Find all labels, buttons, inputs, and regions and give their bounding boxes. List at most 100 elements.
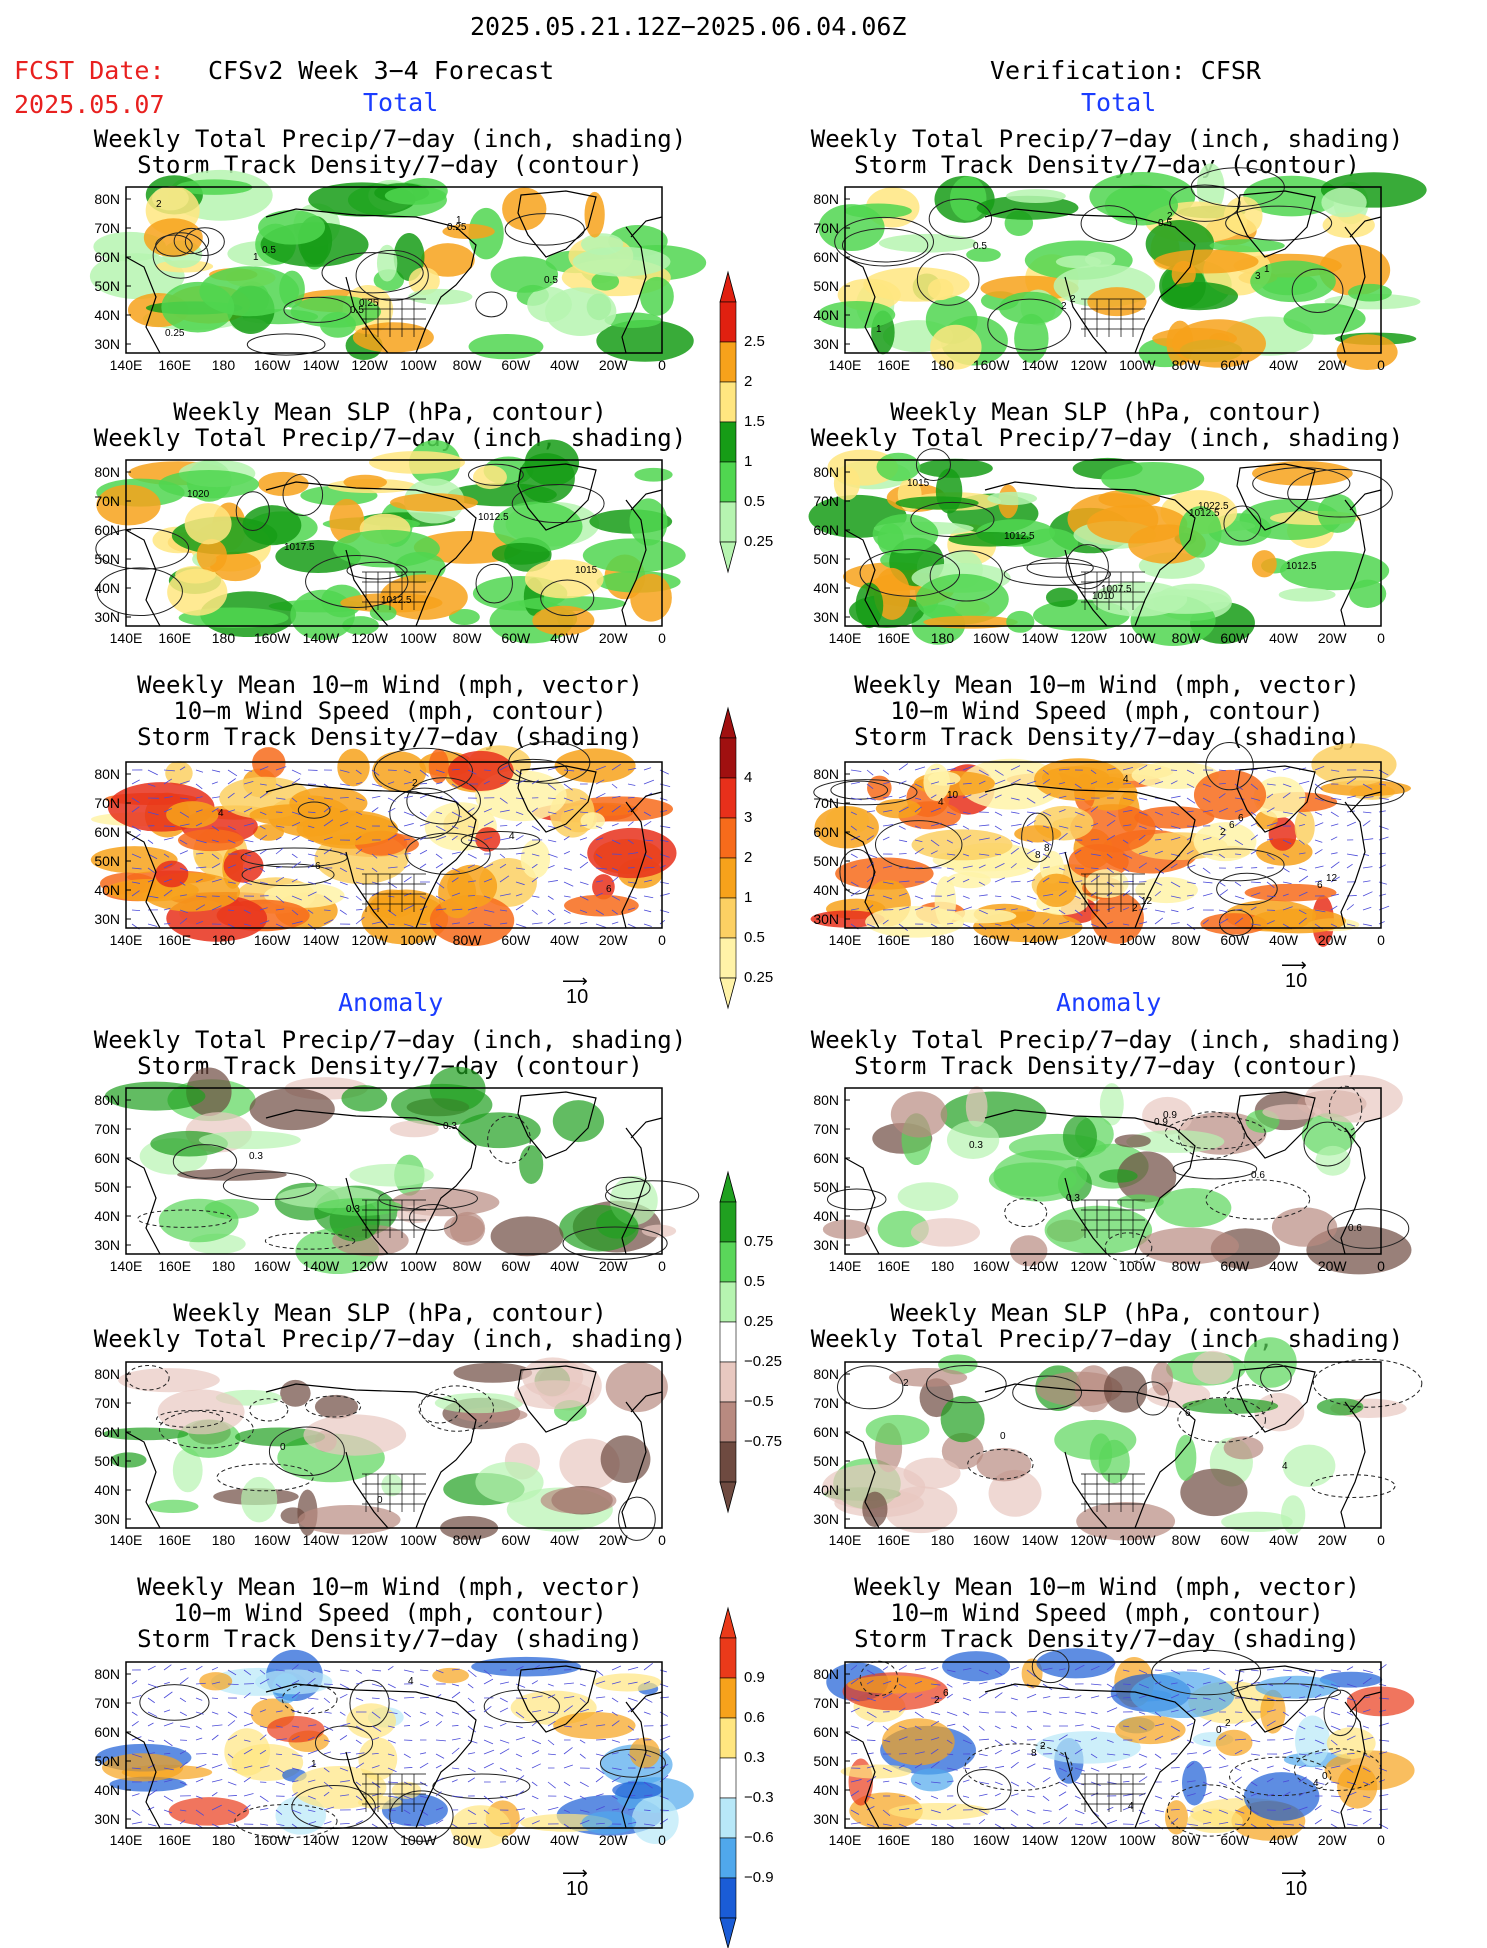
contour-label-R6-0: 0 <box>1216 1725 1222 1736</box>
lat-label-R3-3: 50N <box>805 853 839 869</box>
lat-label-R6-5: 30N <box>805 1811 839 1827</box>
lat-label-L1-2: 60N <box>86 249 120 265</box>
lat-label-R5-0: 80N <box>805 1366 839 1382</box>
lon-label-R5-4: 140W <box>1020 1532 1060 1548</box>
lon-label-R1-9: 40W <box>1264 357 1304 373</box>
lat-label-R2-4: 40N <box>805 580 839 596</box>
lon-label-R2-7: 80W <box>1166 630 1206 646</box>
lat-label-R3-0: 80N <box>805 766 839 782</box>
lat-label-L4-1: 70N <box>86 1121 120 1137</box>
lon-label-R1-2: 180 <box>922 357 962 373</box>
lat-label-R1-2: 60N <box>805 249 839 265</box>
contour-label-R6-4: 4 <box>1128 1801 1134 1812</box>
colorbar-storm-anom-label-4: −0.6 <box>744 1829 774 1846</box>
panel-L5-title: Weekly Mean SLP (hPa, contour)Weekly Tot… <box>80 1300 700 1352</box>
lon-label-R1-1: 160E <box>874 357 914 373</box>
contour-label-R3-10: 12 <box>1141 896 1153 907</box>
contour-label-L3-3: 4 <box>509 831 515 842</box>
lon-label-L4-11: 0 <box>642 1258 682 1274</box>
lon-label-L4-2: 180 <box>203 1258 243 1274</box>
lat-label-L4-5: 30N <box>86 1237 120 1253</box>
lon-label-L5-6: 100W <box>398 1532 438 1548</box>
contour-label-R3-8: 10 <box>947 790 959 801</box>
lon-label-R5-11: 0 <box>1361 1532 1401 1548</box>
lat-label-L3-3: 50N <box>86 853 120 869</box>
lon-label-L1-4: 140W <box>301 357 341 373</box>
lon-label-L3-11: 0 <box>642 932 682 948</box>
lon-label-L6-10: 20W <box>593 1832 633 1848</box>
lon-label-R6-11: 0 <box>1361 1832 1401 1848</box>
contour-label-L1-5: 0.25 <box>165 328 185 339</box>
lon-label-R2-5: 120W <box>1069 630 1109 646</box>
lat-label-L2-0: 80N <box>86 464 120 480</box>
contour-label-R4-4: 0.3 <box>1066 1193 1080 1204</box>
lon-label-R2-4: 140W <box>1020 630 1060 646</box>
lon-label-R3-9: 40W <box>1264 932 1304 948</box>
lon-label-R4-10: 20W <box>1312 1258 1352 1274</box>
lon-label-L6-4: 140W <box>301 1832 341 1848</box>
colorbar-precip-anom <box>720 1172 740 1512</box>
lat-label-L1-5: 30N <box>86 336 120 352</box>
lon-label-L1-8: 60W <box>496 357 536 373</box>
colorbar-precip-anom-label-5: −0.75 <box>744 1433 782 1450</box>
map-panel-L6: 14 <box>126 1662 662 1828</box>
contour-label-R2-2: 1012.5 <box>1286 561 1317 572</box>
lat-label-L2-4: 40N <box>86 580 120 596</box>
lat-label-R4-1: 70N <box>805 1121 839 1137</box>
contour-label-L4-2: 0.3 <box>443 1121 457 1132</box>
contour-label-R6-3: 8 <box>1031 1748 1037 1759</box>
contour-label-R1-7: 1 <box>1264 264 1270 275</box>
lon-label-L3-8: 60W <box>496 932 536 948</box>
fcst-date-value: 2025.05.07 <box>14 92 165 118</box>
lon-label-L1-2: 180 <box>203 357 243 373</box>
lon-label-R3-3: 160W <box>971 932 1011 948</box>
lat-label-L5-1: 70N <box>86 1395 120 1411</box>
lon-label-L2-3: 160W <box>252 630 292 646</box>
lon-label-L2-5: 120W <box>350 630 390 646</box>
lon-label-R2-8: 60W <box>1215 630 1255 646</box>
colorbar-precip-total-label-4: 0.5 <box>744 493 765 510</box>
panel-L4-title: Weekly Total Precip/7−day (inch, shading… <box>80 1027 700 1079</box>
contour-label-R3-6: 6 <box>1229 820 1235 831</box>
lon-label-R5-1: 160E <box>874 1532 914 1548</box>
contour-label-R3-3: 4 <box>938 797 944 808</box>
lon-label-R3-1: 160E <box>874 932 914 948</box>
lon-label-R5-0: 140E <box>825 1532 865 1548</box>
lon-label-L4-10: 20W <box>593 1258 633 1274</box>
lon-label-R4-1: 160E <box>874 1258 914 1274</box>
lon-label-R1-11: 0 <box>1361 357 1401 373</box>
colorbar-storm-total-label-2: 2 <box>744 849 752 866</box>
lat-label-L6-1: 70N <box>86 1695 120 1711</box>
lon-label-R4-5: 120W <box>1069 1258 1109 1274</box>
contour-label-L2-2: 1012.5 <box>381 595 412 606</box>
contour-label-L2-4: 1015 <box>575 565 598 576</box>
lat-label-L5-2: 60N <box>86 1424 120 1440</box>
lon-label-L2-0: 140E <box>106 630 146 646</box>
lat-label-L2-1: 70N <box>86 493 120 509</box>
lon-label-L6-8: 60W <box>496 1832 536 1848</box>
lon-label-R1-8: 60W <box>1215 357 1255 373</box>
lat-label-R6-3: 50N <box>805 1753 839 1769</box>
vector-ref-L3: ⟶10 <box>562 976 588 1009</box>
lon-label-R3-4: 140W <box>1020 932 1060 948</box>
colorbar-precip-total-label-0: 2.5 <box>744 333 765 350</box>
lat-label-R1-4: 40N <box>805 307 839 323</box>
right-total-label: Total <box>1081 90 1156 116</box>
panel-L6-title: Weekly Mean 10−m Wind (mph, vector)10−m … <box>80 1574 700 1652</box>
contour-label-R2-3: 1015 <box>907 478 930 489</box>
lon-label-R5-7: 80W <box>1166 1532 1206 1548</box>
lat-label-R3-1: 70N <box>805 795 839 811</box>
contour-label-R6-8: 2 <box>1040 1741 1046 1752</box>
contour-label-L4-0: 0.3 <box>249 1151 263 1162</box>
lon-label-L2-10: 20W <box>593 630 633 646</box>
lon-label-L1-1: 160E <box>155 357 195 373</box>
fcst-date-label: FCST Date: <box>14 58 165 84</box>
lon-label-R6-6: 100W <box>1117 1832 1157 1848</box>
contour-label-R2-4: 1012.5 <box>1004 531 1035 542</box>
lat-label-L4-0: 80N <box>86 1092 120 1108</box>
contour-label-L1-1: 1 <box>253 252 259 263</box>
lon-label-R5-6: 100W <box>1117 1532 1157 1548</box>
